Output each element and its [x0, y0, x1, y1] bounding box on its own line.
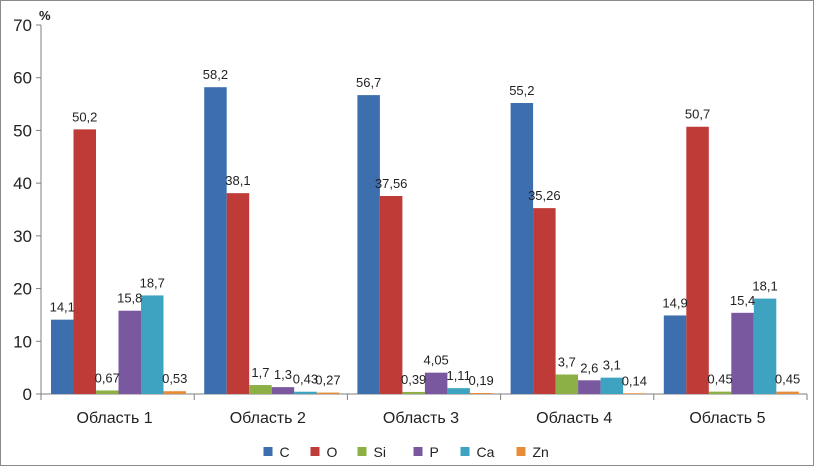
data-label: 1,3	[274, 367, 292, 382]
data-label: 2,6	[580, 360, 598, 375]
data-label: 1,11	[446, 368, 470, 383]
x-category-label: Область 1	[77, 410, 153, 427]
data-label: 0,67	[95, 370, 120, 385]
bar-ca	[447, 388, 470, 394]
bar-si	[402, 391, 425, 394]
data-label: 58,2	[203, 67, 228, 82]
bar-o	[73, 129, 96, 395]
bar-c	[510, 103, 534, 394]
y-tick-label: 40	[13, 174, 32, 193]
y-tick-label: 70	[13, 16, 32, 35]
x-category-label: Область 5	[689, 410, 765, 427]
bar-zn	[316, 392, 340, 394]
bar-p	[118, 310, 141, 394]
bar-p	[731, 312, 754, 394]
data-label: 15,4	[730, 293, 755, 308]
data-label: 18,1	[752, 279, 777, 294]
bar-ca	[753, 298, 777, 394]
legend-label-zn: Zn	[533, 444, 549, 460]
y-tick-label: 30	[13, 227, 32, 246]
data-label: 3,1	[603, 358, 621, 373]
data-label: 0,45	[775, 372, 800, 387]
data-label: 37,56	[375, 176, 408, 191]
y-tick-label: 10	[13, 332, 32, 351]
bar-o	[533, 208, 556, 394]
data-label: 50,2	[72, 109, 97, 124]
legend-label-c: C	[280, 444, 290, 460]
bar-p	[424, 372, 448, 394]
data-label: 14,1	[50, 300, 75, 315]
data-label: 14,9	[662, 295, 687, 310]
bar-si	[708, 391, 732, 394]
bar-zn	[776, 391, 799, 394]
x-category-label: Область 3	[383, 410, 459, 427]
legend-label-si: Si	[374, 444, 386, 460]
data-label: 0,43	[293, 372, 318, 387]
y-unit-label: %	[39, 8, 51, 23]
data-label: 1,7	[251, 365, 269, 380]
data-label: 0,19	[468, 373, 493, 388]
data-label: 0,39	[401, 372, 426, 387]
legend-swatch-ca	[460, 447, 470, 456]
bar-ca	[141, 295, 164, 394]
legend-swatch-o	[310, 447, 320, 456]
data-label: 0,27	[315, 373, 340, 388]
x-category-label: Область 4	[536, 410, 612, 427]
bar-zn	[623, 393, 646, 394]
bar-c	[204, 87, 227, 395]
data-label: 18,7	[140, 275, 165, 290]
data-label: 3,7	[558, 354, 576, 369]
data-label: 0,53	[162, 371, 187, 386]
legend-label-p: P	[430, 444, 439, 460]
y-tick-label: 20	[13, 280, 32, 299]
y-tick-label: 50	[13, 121, 32, 140]
bar-ca	[294, 391, 317, 394]
y-tick-label: 60	[13, 69, 32, 88]
data-label: 55,2	[509, 83, 534, 98]
bar-o	[226, 193, 250, 394]
bar-si	[249, 385, 272, 394]
bar-p	[578, 380, 601, 394]
axes: 0 10 20 30 40 50 60 70% Область 1 Область 2 Област…	[13, 8, 808, 427]
data-label: 56,7	[356, 75, 381, 90]
bar-c	[357, 95, 380, 395]
data-label: 4,05	[423, 353, 448, 368]
legend-swatch-c	[263, 447, 273, 456]
legend: C O Si P Ca Zn	[263, 444, 549, 460]
data-labels: 14,1 58,2 56,7 55,2 14,9 50,2 38,1 37,56 35,26 50…	[50, 67, 801, 388]
bar-si	[555, 374, 579, 394]
legend-label-o: O	[327, 444, 338, 460]
x-category-label: Область 2	[230, 410, 306, 427]
legend-swatch-si	[357, 447, 367, 456]
bar-o	[686, 126, 709, 394]
data-label: 50,7	[685, 107, 710, 122]
y-tick-label: 0	[23, 385, 32, 404]
bar-c	[663, 315, 687, 394]
data-label: 35,26	[528, 188, 561, 203]
data-label: 0,14	[622, 373, 647, 388]
bar-zn	[469, 392, 493, 394]
bar-o	[379, 196, 403, 394]
bar-p	[271, 387, 295, 394]
bars	[51, 87, 799, 395]
legend-label-ca: Ca	[477, 444, 495, 460]
bar-c	[51, 319, 74, 394]
bar-si	[96, 390, 119, 394]
data-label: 38,1	[225, 173, 250, 188]
legend-swatch-p	[413, 447, 423, 456]
legend-swatch-zn	[516, 447, 526, 456]
data-label: 0,45	[707, 372, 732, 387]
data-label: 15,8	[117, 291, 142, 306]
bar-ca	[600, 377, 624, 394]
bar-zn	[163, 391, 186, 394]
